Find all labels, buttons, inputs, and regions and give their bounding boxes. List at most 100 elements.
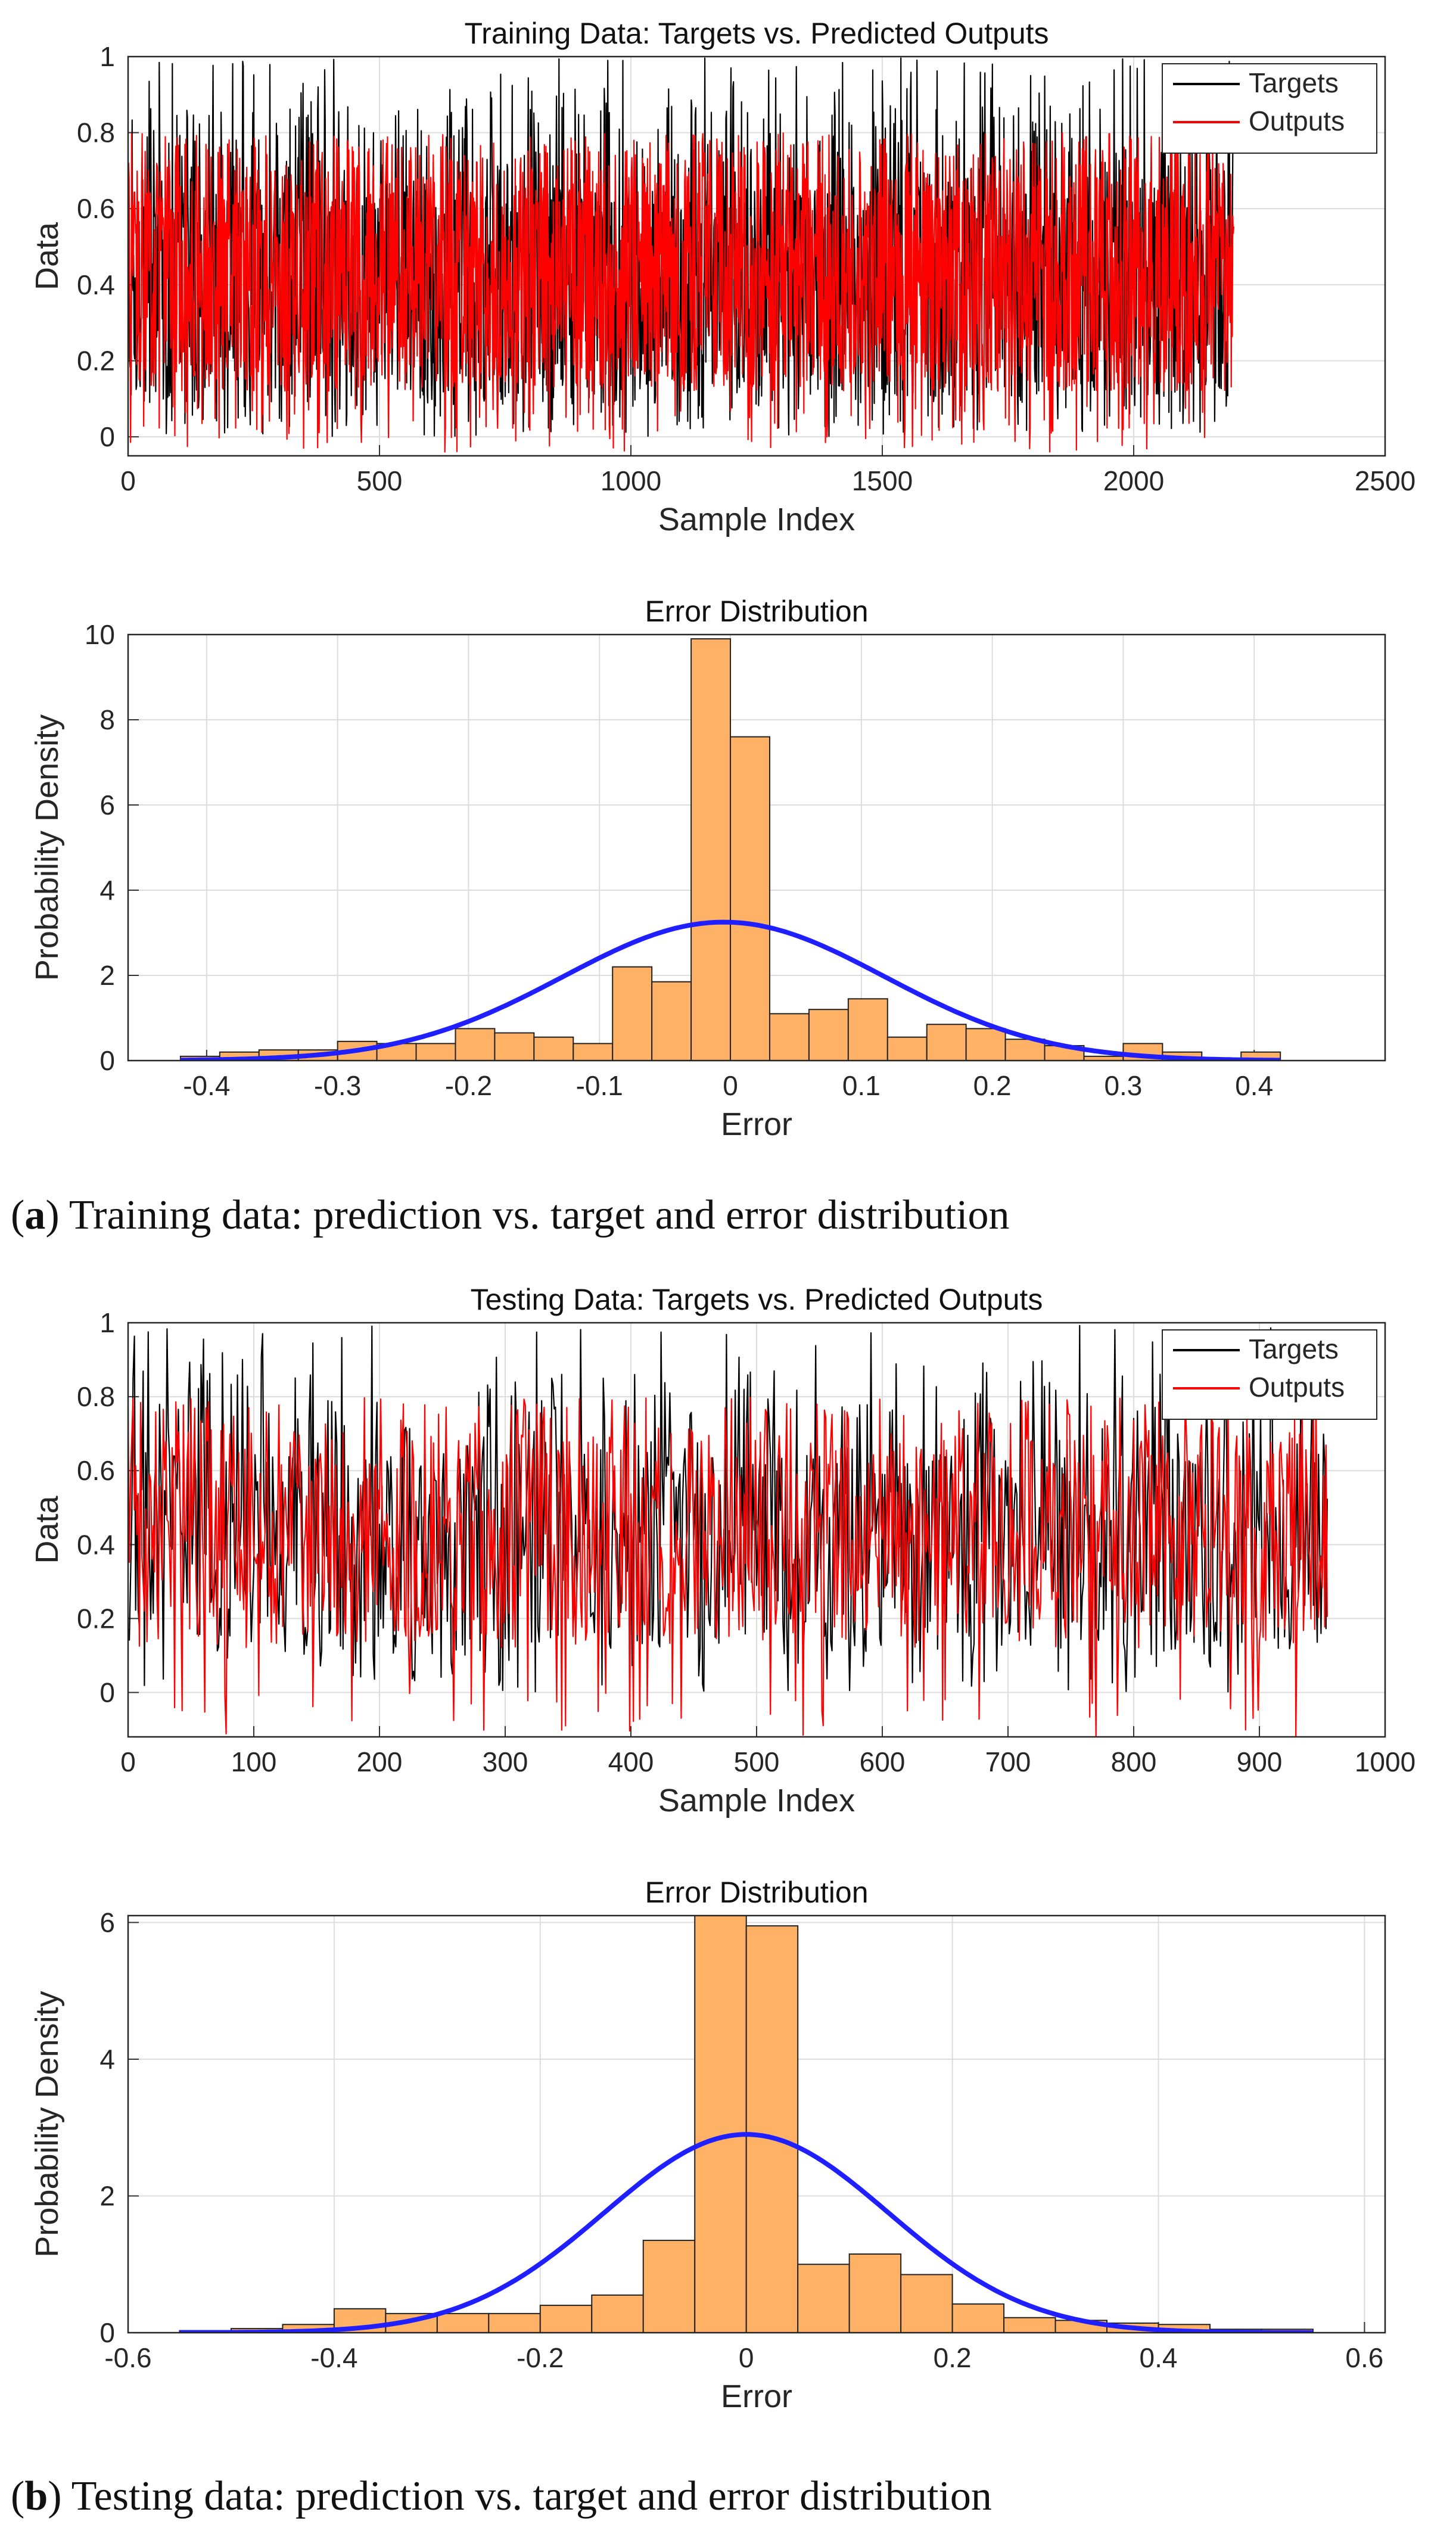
histogram-bar bbox=[769, 1013, 810, 1061]
histogram-bar bbox=[926, 1024, 967, 1061]
y-tick-label: 2 bbox=[99, 2180, 115, 2211]
x-tick-label: 0.2 bbox=[973, 1070, 1012, 1101]
y-tick-label: 2 bbox=[99, 960, 115, 991]
x-tick-label: 2000 bbox=[1103, 465, 1164, 496]
x-tick-label: 300 bbox=[483, 1746, 528, 1777]
plot-border bbox=[127, 633, 1386, 1062]
x-tick-label: 400 bbox=[608, 1746, 654, 1777]
histogram-bar bbox=[533, 1036, 574, 1061]
y-axis-label: Probability Density bbox=[29, 714, 65, 981]
normal-fit-curve bbox=[179, 2132, 1313, 2333]
x-tick-label: 0 bbox=[723, 1070, 738, 1101]
x-tick-label: 0 bbox=[120, 1746, 136, 1777]
legend: Targets Outputs bbox=[1162, 63, 1377, 154]
histogram-bar bbox=[651, 981, 692, 1061]
y-tick-label: 0.2 bbox=[77, 345, 115, 376]
normal-fit-curve bbox=[180, 919, 1281, 1061]
chart-1: 0 500 1000 1500 2000 2500 0 0.2 0.4 0.6 0.8 1 Traini… bbox=[29, 17, 1415, 537]
x-tick-label: 700 bbox=[985, 1746, 1031, 1777]
histogram-bar bbox=[694, 1916, 747, 2333]
series-line-targets bbox=[128, 1325, 1328, 1693]
histogram-bar bbox=[797, 2264, 850, 2333]
chart-title: Testing Data: Targets vs. Predicted Outp… bbox=[471, 1283, 1043, 1316]
x-tick-label: -0.2 bbox=[517, 2342, 564, 2373]
legend-entry-targets: Targets bbox=[1249, 67, 1339, 98]
y-tick-label: 0.8 bbox=[77, 1381, 115, 1412]
y-tick-label: 4 bbox=[99, 2044, 115, 2075]
x-tick-label: 1000 bbox=[601, 465, 661, 496]
x-axis-label: Error bbox=[721, 2379, 792, 2414]
y-axis-label: Probability Density bbox=[29, 1991, 65, 2257]
x-tick-label: 0.2 bbox=[934, 2342, 972, 2373]
x-tick-label: 100 bbox=[231, 1746, 277, 1777]
y-tick-label: 4 bbox=[99, 875, 115, 906]
x-tick-label: 600 bbox=[860, 1746, 906, 1777]
histogram-bar bbox=[886, 1036, 928, 1061]
chart-title: Error Distribution bbox=[645, 595, 868, 628]
y-tick-label: 0.6 bbox=[77, 193, 115, 224]
histogram-bar bbox=[848, 2253, 902, 2333]
series-line-outputs bbox=[128, 132, 1235, 453]
chart-2: -0.4 -0.3 -0.2 -0.1 0 0.1 0.2 0.3 0.4 0 2 4 6 8 10 Erro… bbox=[29, 595, 1386, 1142]
histogram-bar bbox=[847, 998, 888, 1061]
caption-b: (b) Testing data: prediction vs. target … bbox=[11, 2473, 992, 2519]
y-axis-label: Data bbox=[29, 1496, 65, 1564]
legend: Targets Outputs bbox=[1162, 1329, 1377, 1420]
x-tick-label: 0.4 bbox=[1235, 1070, 1273, 1101]
x-tick-label: 2500 bbox=[1355, 465, 1415, 496]
legend-entry-targets: Targets bbox=[1249, 1333, 1339, 1364]
histogram-bar bbox=[539, 2305, 593, 2333]
y-tick-label: 1 bbox=[99, 41, 115, 72]
series-line-outputs bbox=[128, 1397, 1328, 1737]
histogram-bar bbox=[730, 736, 770, 1061]
y-tick-label: 1 bbox=[99, 1307, 115, 1338]
x-tick-label: 800 bbox=[1111, 1746, 1157, 1777]
x-tick-label: 1000 bbox=[1355, 1746, 1415, 1777]
caption-a-label: a bbox=[24, 1192, 46, 1238]
x-tick-label: -0.3 bbox=[314, 1070, 361, 1101]
chart-4: -0.6 -0.4 -0.2 0 0.2 0.4 0.6 0 2 4 6 Error Distribu… bbox=[29, 1876, 1386, 2414]
x-tick-label: 0 bbox=[120, 465, 136, 496]
y-tick-label: 0.8 bbox=[77, 117, 115, 148]
x-tick-label: 1500 bbox=[852, 465, 913, 496]
x-tick-label: 0.6 bbox=[1345, 2342, 1383, 2373]
histogram-bar bbox=[488, 2312, 541, 2333]
histogram-bar bbox=[965, 1028, 1006, 1061]
y-tick-label: 0.4 bbox=[77, 269, 115, 300]
x-tick-label: -0.2 bbox=[445, 1070, 492, 1101]
x-axis-label: Sample Index bbox=[658, 502, 855, 537]
x-axis-label: Error bbox=[721, 1106, 792, 1142]
y-tick-label: 0.6 bbox=[77, 1455, 115, 1486]
histogram-bar bbox=[1003, 2317, 1056, 2333]
y-tick-label: 6 bbox=[99, 789, 115, 820]
y-tick-label: 0.2 bbox=[77, 1603, 115, 1634]
y-tick-label: 0 bbox=[99, 2317, 115, 2348]
histogram-bar bbox=[494, 1032, 535, 1061]
chart-3: 0 100 200 300 400 500 600 700 800 900 1000 0 0.2 0.4 0… bbox=[29, 1283, 1415, 1818]
plot-border bbox=[127, 1322, 1386, 1738]
chart-title: Training Data: Targets vs. Predicted Out… bbox=[464, 17, 1049, 50]
histogram-bar bbox=[642, 2240, 696, 2333]
plot-border bbox=[127, 1914, 1386, 2334]
x-tick-label: -0.1 bbox=[576, 1070, 623, 1101]
caption-a: (a) Training data: prediction vs. target… bbox=[11, 1192, 1010, 1238]
x-tick-label: 200 bbox=[357, 1746, 403, 1777]
x-tick-label: -0.4 bbox=[310, 2342, 357, 2373]
histogram-bar bbox=[1004, 1039, 1046, 1061]
x-tick-label: 0.3 bbox=[1104, 1070, 1142, 1101]
y-tick-label: 0 bbox=[99, 1677, 115, 1708]
histogram-bar bbox=[900, 2274, 953, 2333]
x-tick-label: -0.4 bbox=[183, 1070, 230, 1101]
x-tick-label: 500 bbox=[357, 465, 403, 496]
x-tick-label: 0.4 bbox=[1140, 2342, 1178, 2373]
y-tick-label: 0.4 bbox=[77, 1529, 115, 1560]
y-tick-label: 0 bbox=[99, 1045, 115, 1076]
histogram-bar bbox=[690, 638, 732, 1061]
caption-b-text: Testing data: prediction vs. target and … bbox=[71, 2473, 992, 2519]
histogram-bar bbox=[455, 1028, 496, 1061]
legend-entry-outputs: Outputs bbox=[1249, 1372, 1345, 1403]
histogram-bar bbox=[612, 966, 653, 1061]
histogram-bar bbox=[591, 2294, 644, 2333]
y-axis-label: Data bbox=[29, 222, 65, 290]
